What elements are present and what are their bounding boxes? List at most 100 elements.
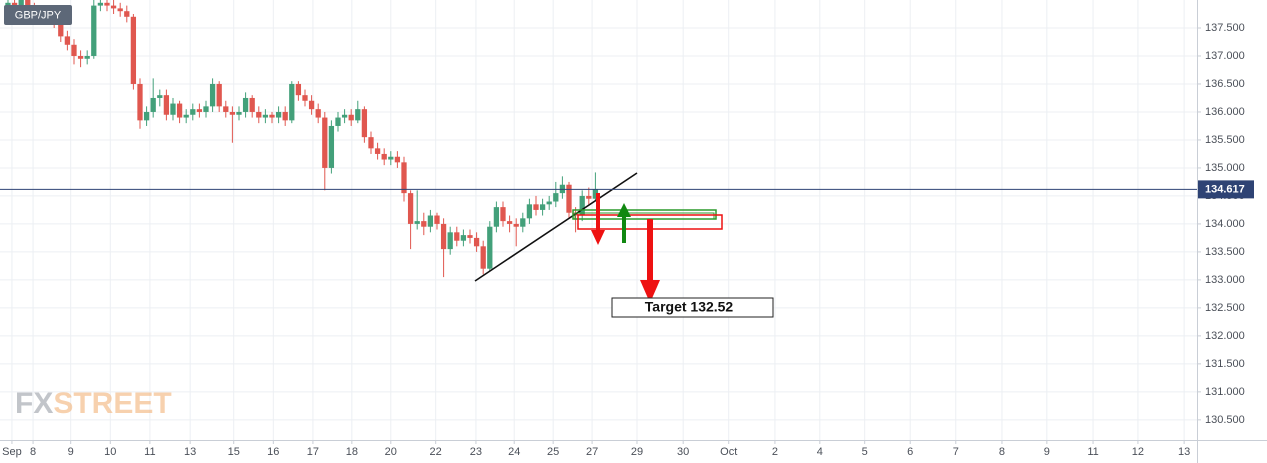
x-tick-label: 15 [228,446,240,458]
candle-body [157,95,163,98]
candle-body [520,218,526,227]
candle-body [229,111,236,115]
y-tick-label: 134.000 [1205,218,1245,230]
y-tick-label: 136.500 [1205,78,1245,90]
candle-body [506,221,513,224]
y-tick-label: 135.500 [1205,134,1245,146]
candle-body [341,114,348,118]
candle-body [275,111,282,118]
candle-body [355,109,361,121]
candle-body [84,55,90,59]
candle-body [97,2,104,6]
trend-line [474,172,638,282]
candle-body [203,106,209,112]
x-tick-label: 20 [385,446,397,458]
candle-body [150,97,156,112]
x-tick-label: 5 [862,446,868,458]
candle-body [592,189,599,199]
candle-body [216,83,222,107]
candle-body [361,109,368,138]
x-tick-label: 2 [772,446,778,458]
x-tick-label: 8 [999,446,1005,458]
candle-body [322,117,328,168]
candle-body [104,2,110,6]
candle-body [414,221,420,224]
title-box [4,5,72,25]
x-tick-label: 22 [430,446,442,458]
candle-body [421,221,427,227]
candle-body [480,246,486,269]
candle-body [394,156,401,163]
candle-body [262,114,269,118]
watermark-fx: FX [15,387,53,420]
y-tick-label: 133.000 [1205,274,1245,286]
candle-body [256,111,262,118]
y-tick-label: 136.000 [1205,106,1245,118]
candle-body [190,109,196,115]
x-tick-label: 16 [267,446,279,458]
candle-body [236,111,242,115]
candle-body [407,193,414,224]
x-tick-label: 29 [631,446,643,458]
candle-body [447,232,453,250]
x-tick-label: 8 [30,446,36,458]
candle-body [348,114,354,121]
x-tick-label: 30 [677,446,689,458]
candle-body [130,16,137,84]
arrow-head [591,230,605,245]
candle-body [467,235,473,238]
y-tick-label: 132.500 [1205,302,1245,314]
candle-body [427,215,434,227]
grid [0,0,1197,440]
x-tick-label: 12 [1132,446,1144,458]
candle-body [11,2,18,6]
arrow-head [617,203,631,217]
candle-body [440,223,447,250]
candle-body [269,114,275,118]
candle-body [526,204,533,219]
candle-body [388,156,394,160]
candle-body [223,106,229,112]
x-tick-label: Sep [2,446,22,458]
y-tick-label: 131.000 [1205,386,1245,398]
candle-body [249,97,255,112]
x-tick-label: 11 [144,446,155,458]
x-tick-label: 4 [817,446,823,458]
support-zone-inner [574,212,715,220]
candle-body [335,117,341,126]
y-tick-label: 137.500 [1205,22,1245,34]
x-tick-label: 17 [307,446,319,458]
candle-body [295,83,302,96]
watermark-street: STREET [53,387,171,420]
y-tick-label: 137.000 [1205,50,1245,62]
candle-body [500,207,506,222]
candle-body [64,36,71,45]
candle-body [117,8,123,12]
x-tick-label: 9 [68,446,74,458]
candle-body [460,235,467,241]
x-tick-label: 7 [953,446,959,458]
candle-body [513,223,519,227]
candle-body [434,215,440,224]
candle-body [539,204,546,210]
chart-title: GBP/JPY [15,9,62,21]
candle-body [91,5,97,56]
candle-body [381,153,387,160]
x-tick-label: 6 [907,446,913,458]
candle-body [25,0,31,9]
annotations: Target 132.52 [474,172,774,318]
x-tick-label: 24 [508,446,520,458]
x-tick-label: 11 [1087,446,1098,458]
candle-body [143,111,150,121]
candle-body [58,22,64,37]
current-price-label: 134.617 [1205,183,1245,195]
y-tick-label: 135.000 [1205,162,1245,174]
candle-body [454,232,460,241]
candle-body [71,44,77,56]
y-tick-label: 130.500 [1205,414,1245,426]
candle-body [242,97,249,112]
